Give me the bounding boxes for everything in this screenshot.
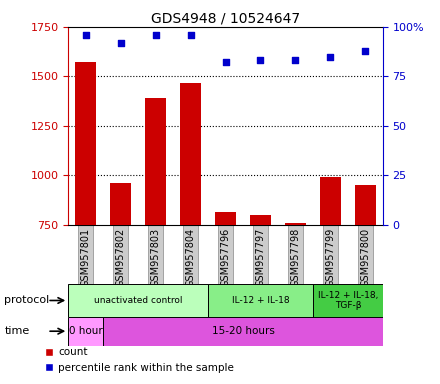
Point xyxy=(187,32,194,38)
Point xyxy=(327,53,334,60)
Point xyxy=(152,32,159,38)
Text: protocol: protocol xyxy=(4,295,50,306)
Bar xyxy=(320,177,341,225)
Bar xyxy=(355,185,376,225)
Bar xyxy=(110,183,131,225)
Bar xyxy=(103,317,383,346)
Bar xyxy=(180,83,201,225)
Text: IL-12 + IL-18: IL-12 + IL-18 xyxy=(231,296,289,305)
Text: unactivated control: unactivated control xyxy=(94,296,182,305)
Bar xyxy=(75,63,96,225)
Point xyxy=(257,58,264,64)
Point xyxy=(222,60,229,66)
Bar xyxy=(68,284,208,317)
Bar xyxy=(68,317,103,346)
Point xyxy=(362,48,369,54)
Bar xyxy=(208,284,313,317)
Bar xyxy=(313,284,383,317)
Text: 0 hour: 0 hour xyxy=(69,326,103,336)
Bar xyxy=(215,212,236,225)
Text: time: time xyxy=(4,326,29,336)
Point xyxy=(82,32,89,38)
Title: GDS4948 / 10524647: GDS4948 / 10524647 xyxy=(151,12,300,26)
Bar xyxy=(285,223,306,225)
Bar xyxy=(145,98,166,225)
Point xyxy=(117,40,124,46)
Bar xyxy=(250,215,271,225)
Point xyxy=(292,58,299,64)
Text: IL-12 + IL-18,
TGF-β: IL-12 + IL-18, TGF-β xyxy=(318,291,378,310)
Text: 15-20 hours: 15-20 hours xyxy=(212,326,275,336)
Legend: count, percentile rank within the sample: count, percentile rank within the sample xyxy=(40,343,238,377)
